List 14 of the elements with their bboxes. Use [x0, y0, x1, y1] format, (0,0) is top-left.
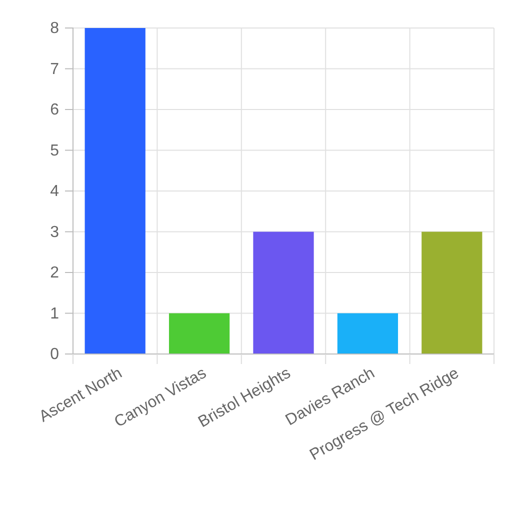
y-tick-label: 0	[50, 346, 60, 364]
y-tick-label: 8	[50, 20, 60, 38]
y-tick-label: 5	[50, 142, 60, 160]
y-tick-label: 2	[50, 264, 60, 282]
y-tick-label: 7	[50, 60, 60, 78]
bar	[168, 313, 230, 354]
bar	[84, 28, 146, 354]
y-tick-label: 1	[50, 305, 60, 322]
bar	[253, 232, 314, 354]
bar	[337, 313, 398, 354]
y-tick-label: 4	[50, 183, 60, 200]
bar	[422, 232, 482, 354]
y-tick-label: 3	[50, 224, 60, 241]
y-tick-label: 6	[50, 102, 60, 119]
